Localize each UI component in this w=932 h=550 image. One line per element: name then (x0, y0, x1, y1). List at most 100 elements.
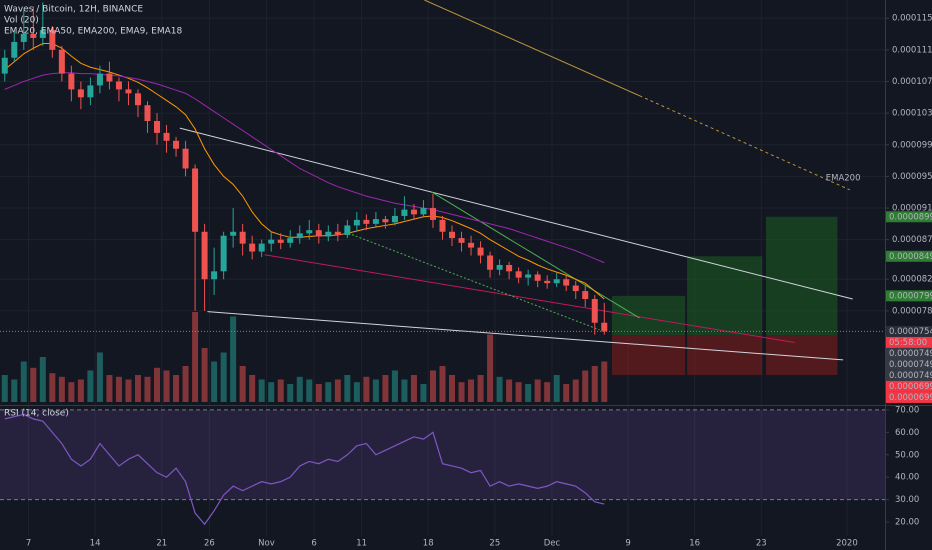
volume-bar (496, 376, 503, 402)
trend-line (431, 191, 640, 319)
volume-bar (49, 373, 56, 402)
candle-body (334, 231, 341, 235)
candle-body (220, 235, 227, 272)
volume-bar (96, 352, 103, 402)
target-box (687, 256, 763, 336)
volume-bar (572, 379, 579, 402)
x-tick-label: 14 (90, 539, 101, 549)
volume-bar (601, 361, 608, 402)
price-label: 0.0000799 (889, 292, 932, 302)
candle-body (525, 274, 532, 278)
rsi-band (0, 409, 885, 500)
volume-bar (77, 379, 84, 402)
volume-bar (382, 375, 389, 402)
price-label-box (886, 211, 932, 223)
volume-bar (477, 375, 484, 402)
volume-bar (334, 379, 341, 402)
candle-body (372, 219, 379, 224)
volume-bar (220, 352, 227, 402)
price-label: 0.0000899 (889, 213, 932, 223)
trend-line (264, 254, 795, 344)
candle-body (363, 219, 370, 224)
price-label-box (886, 391, 932, 403)
candle-body (30, 34, 37, 38)
price-label-box (886, 325, 932, 337)
volume-bar (134, 375, 141, 402)
target-box (766, 216, 838, 336)
candle-body (39, 30, 46, 38)
candle-body (230, 231, 237, 236)
candle-body (277, 239, 284, 243)
candle-body (258, 243, 265, 252)
volume-bar (211, 361, 218, 402)
candle-body (315, 230, 322, 237)
volume-bar (429, 370, 436, 402)
candle-body (87, 85, 94, 98)
volume-bar (344, 375, 351, 402)
volume-bar (106, 375, 113, 402)
volume-bar (372, 379, 379, 402)
volume-bar (239, 366, 246, 402)
rsi-tick-label: 60.00 (895, 428, 919, 438)
candle-body (487, 255, 494, 270)
candle-body (420, 208, 427, 215)
candle-body (173, 140, 180, 149)
candle-body (477, 247, 484, 256)
price-label-box (886, 336, 932, 348)
candle-body (391, 215, 398, 223)
ema-line (4, 43, 605, 300)
candle-body (211, 271, 218, 280)
volume-bar (306, 379, 313, 402)
candle-body (382, 219, 389, 223)
stop-box (687, 335, 763, 375)
price-label-box (886, 250, 932, 262)
price-label: 0.0000699 (889, 393, 932, 403)
trend-line (179, 127, 853, 300)
candle-body (115, 81, 122, 90)
candle-body (468, 242, 475, 248)
price-label: 0.0000699 (889, 382, 932, 392)
volume-bar (410, 375, 417, 402)
volume-bar (125, 379, 132, 402)
volume-bar (192, 312, 199, 402)
x-tick-label: 9 (625, 539, 630, 549)
candle-body (439, 219, 446, 232)
candle-body (582, 291, 589, 300)
volume-bar (258, 379, 265, 402)
candle-body (249, 243, 256, 252)
volume-bar (296, 376, 303, 402)
volume-bar (249, 375, 256, 402)
volume-bar (506, 379, 513, 402)
candle-body (58, 49, 65, 74)
volume-bar (144, 376, 151, 402)
trend-line (424, 0, 640, 97)
x-tick-label: 6 (311, 539, 316, 549)
candle-body (344, 225, 351, 235)
chart-title: Waves / Bitcoin, 12H, BINANCE (4, 5, 143, 15)
x-tick-label: Nov (258, 539, 275, 549)
rsi-line (4, 413, 605, 526)
candle-body (572, 285, 579, 292)
volume-bar (115, 376, 122, 402)
candle-body (77, 89, 84, 98)
volume-bar (468, 379, 475, 402)
candle-body (11, 41, 18, 58)
volume-bar (353, 382, 360, 402)
x-tick-label: Dec (544, 539, 561, 549)
candle-body (49, 30, 56, 50)
candle-body (68, 73, 75, 90)
volume-bar (487, 334, 494, 402)
x-tick-label: 25 (489, 539, 500, 549)
stop-box (611, 335, 686, 375)
volume-bar (544, 382, 551, 402)
volume-bar (582, 370, 589, 402)
volume-bar (268, 382, 275, 402)
volume-bar (553, 375, 560, 402)
trend-line (207, 311, 844, 361)
x-tick-label: 26 (204, 539, 215, 549)
volume-bar (525, 384, 532, 402)
